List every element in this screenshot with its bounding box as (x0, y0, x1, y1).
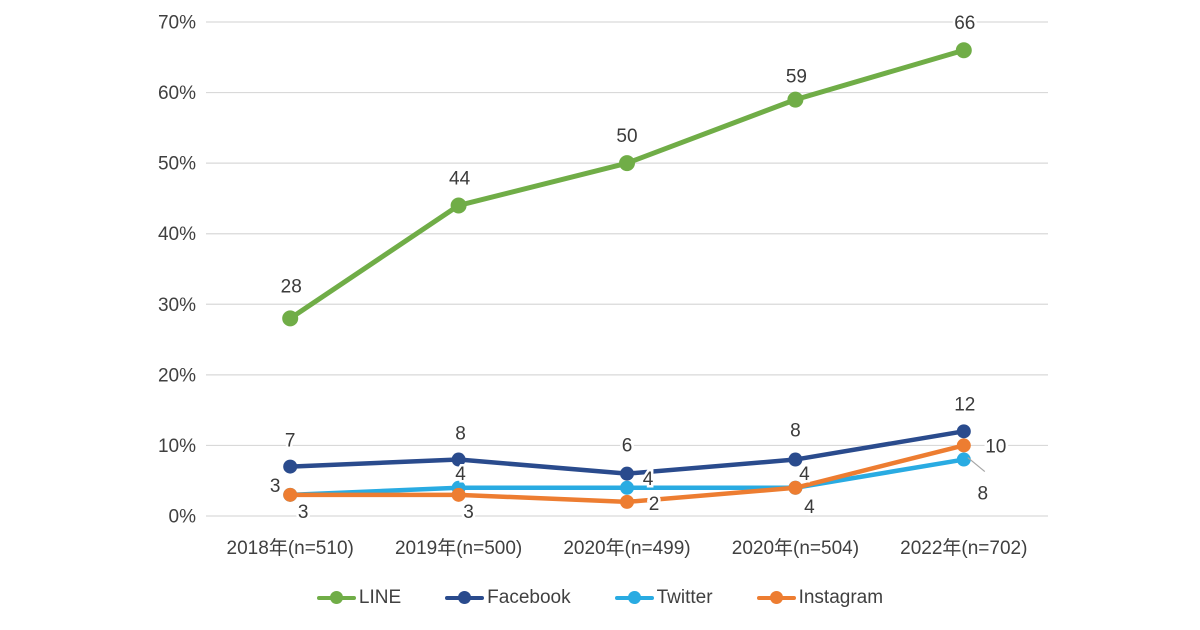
series-marker-facebook (788, 452, 803, 467)
series-marker-facebook (283, 459, 298, 474)
y-axis-label: 60% (158, 83, 196, 104)
legend-label: Instagram (798, 587, 884, 608)
legend-item-line: LINE (316, 587, 402, 608)
series-marker-line (619, 155, 635, 172)
chart-legend: LINE Facebook Twitter Instagram (0, 588, 1200, 607)
data-label-facebook: 6 (622, 436, 633, 457)
legend-label: LINE (358, 587, 402, 608)
y-axis-label: 0% (169, 507, 197, 528)
series-marker-instagram (283, 487, 298, 502)
legend-label: Facebook (487, 587, 571, 608)
y-axis-label: 40% (158, 224, 196, 245)
data-label-instagram: 3 (298, 502, 309, 523)
series-marker-line (955, 42, 972, 59)
data-label-twitter: 4 (799, 464, 810, 485)
legend-label: Twitter (656, 587, 713, 608)
legend-marker-icon (316, 591, 356, 604)
x-axis-label: 2022年(n=702) (900, 537, 1027, 559)
series-marker-facebook (620, 466, 634, 481)
data-label-instagram: 4 (804, 497, 815, 518)
data-label-facebook: 7 (285, 431, 296, 452)
series-marker-instagram (620, 494, 634, 509)
y-axis-label: 10% (158, 436, 196, 457)
x-axis-label: 2020年(n=504) (732, 537, 859, 559)
series-marker-facebook (451, 452, 466, 467)
legend-item-facebook: Facebook (445, 587, 571, 608)
x-axis-label: 2020年(n=499) (563, 537, 690, 559)
y-axis-label: 50% (158, 154, 196, 175)
series-marker-line (787, 91, 804, 108)
legend-item-twitter: Twitter (614, 587, 713, 608)
y-axis-label: 70% (158, 13, 196, 34)
data-label-twitter: 4 (643, 469, 654, 490)
series-marker-instagram (788, 480, 803, 495)
series-marker-line (282, 310, 299, 327)
series-marker-instagram (451, 487, 466, 502)
series-line-line (287, 47, 967, 321)
data-label-line: 50 (616, 126, 637, 147)
y-axis-label: 20% (158, 365, 196, 386)
x-axis-label: 2018年(n=510) (227, 537, 354, 559)
x-axis-label: 2019年(n=500) (395, 537, 522, 559)
series-marker-instagram (956, 438, 971, 453)
data-label-instagram: 3 (463, 502, 474, 523)
data-label-facebook: 8 (790, 421, 801, 442)
legend-marker-icon (756, 591, 796, 604)
data-label-twitter: 4 (455, 464, 466, 485)
data-label-line: 44 (449, 168, 471, 189)
data-label-line: 66 (954, 13, 975, 34)
series-marker-twitter (620, 480, 634, 495)
data-label-instagram: 2 (649, 494, 660, 515)
data-label-instagram: 10 (985, 436, 1006, 457)
series-marker-line (450, 197, 467, 214)
series-marker-facebook (956, 424, 971, 439)
series-marker-twitter (956, 452, 971, 467)
label-leader-line (967, 457, 986, 473)
legend-marker-icon (445, 591, 485, 604)
legend-item-instagram: Instagram (756, 587, 884, 608)
data-label-line: 59 (786, 67, 807, 88)
data-label-twitter: 8 (978, 484, 989, 505)
data-label-line: 28 (281, 276, 302, 297)
data-label-twitter: 3 (270, 476, 281, 497)
data-label-facebook: 8 (455, 424, 466, 445)
legend-marker-icon (614, 591, 654, 604)
data-label-facebook: 12 (954, 394, 975, 415)
y-axis-label: 30% (158, 295, 196, 316)
